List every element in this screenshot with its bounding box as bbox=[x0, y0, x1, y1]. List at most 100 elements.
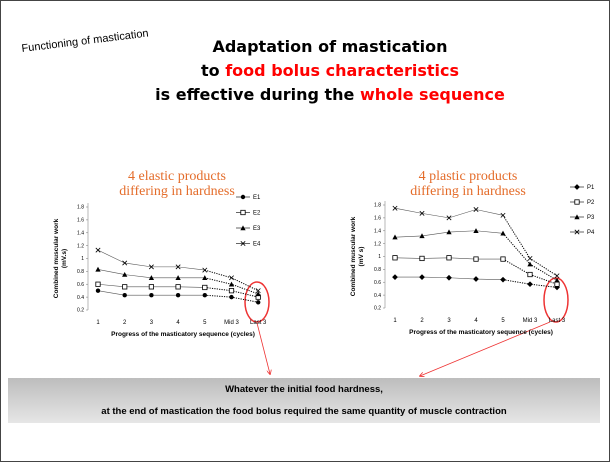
point bbox=[473, 256, 479, 262]
series bbox=[392, 274, 560, 291]
legend-marker bbox=[240, 225, 246, 231]
point bbox=[500, 230, 506, 236]
point bbox=[500, 276, 506, 283]
legend-label: P1 bbox=[587, 185, 595, 191]
x-tick-label: 2 bbox=[123, 320, 127, 326]
point bbox=[122, 284, 128, 290]
point bbox=[527, 271, 533, 278]
point bbox=[122, 271, 128, 277]
x-tick-label: 2 bbox=[420, 318, 424, 324]
series bbox=[392, 205, 560, 279]
y-tick-label: 1.6 bbox=[374, 216, 381, 222]
point bbox=[473, 276, 479, 282]
legend-label: E3 bbox=[253, 226, 261, 232]
point bbox=[229, 294, 234, 300]
point bbox=[202, 267, 208, 273]
point bbox=[446, 255, 452, 261]
x-tick-label: Mid 3 bbox=[224, 320, 239, 326]
y-axis-label: Combined muscular work bbox=[53, 218, 60, 298]
series bbox=[95, 247, 261, 294]
y-axis-label: Combined muscular work bbox=[350, 216, 357, 296]
y-tick-label: 0.2 bbox=[374, 306, 381, 312]
point bbox=[473, 228, 479, 233]
y-tick-label: 0.8 bbox=[77, 269, 84, 275]
point bbox=[175, 284, 181, 290]
legend-label: P4 bbox=[587, 230, 595, 236]
point bbox=[228, 288, 235, 294]
annotation: differing in hardness bbox=[410, 184, 526, 199]
legend-marker bbox=[240, 194, 246, 200]
legend-label: P3 bbox=[587, 215, 595, 221]
x-tick-label: Last 3 bbox=[250, 320, 267, 326]
legend-marker bbox=[574, 199, 580, 205]
legend-marker bbox=[574, 214, 580, 220]
point bbox=[202, 284, 208, 291]
point bbox=[148, 284, 154, 290]
point bbox=[446, 215, 452, 221]
point bbox=[175, 264, 181, 270]
conclusion-line: at the end of mastication the food bolus… bbox=[101, 406, 507, 417]
conclusion-box bbox=[8, 378, 600, 423]
y-tick-label: 0.6 bbox=[77, 282, 84, 288]
legend-marker bbox=[574, 184, 580, 190]
y-tick-label: 1.8 bbox=[77, 205, 84, 211]
y-tick-label: 0.4 bbox=[374, 293, 381, 299]
point bbox=[175, 292, 181, 298]
annotation: differing in hardness bbox=[119, 184, 235, 199]
point bbox=[473, 207, 479, 212]
highlight-ellipse bbox=[543, 277, 569, 323]
legend-marker bbox=[574, 229, 580, 235]
series bbox=[95, 266, 261, 297]
series-line bbox=[502, 258, 558, 285]
x-tick-label: 4 bbox=[176, 320, 180, 326]
point bbox=[554, 281, 560, 287]
legend-label: E2 bbox=[253, 211, 261, 217]
title-line: is effective during the whole sequence bbox=[155, 85, 505, 104]
point bbox=[419, 274, 425, 280]
highlight-ellipse bbox=[244, 281, 270, 323]
y-tick-label: 0.4 bbox=[77, 295, 84, 301]
y-tick-label: 1.8 bbox=[374, 203, 381, 209]
point bbox=[256, 300, 261, 305]
x-axis-label: Progress of the masticatory sequence (cy… bbox=[409, 329, 553, 336]
point bbox=[500, 256, 506, 262]
point bbox=[392, 274, 398, 280]
point bbox=[446, 229, 452, 235]
point bbox=[500, 212, 506, 218]
point bbox=[148, 275, 155, 281]
y-axis-label: (mV s) bbox=[358, 247, 365, 267]
point bbox=[202, 275, 208, 281]
point bbox=[446, 274, 452, 281]
x-tick-label: 3 bbox=[447, 318, 451, 324]
y-tick-label: 0.8 bbox=[374, 267, 381, 273]
y-tick-label: 1.6 bbox=[77, 218, 84, 224]
legend-label: E4 bbox=[253, 242, 261, 248]
point bbox=[175, 275, 181, 281]
series bbox=[392, 228, 560, 283]
x-tick-label: 1 bbox=[96, 320, 100, 326]
point bbox=[392, 255, 398, 261]
point bbox=[419, 233, 425, 239]
point bbox=[228, 281, 235, 287]
point bbox=[148, 264, 154, 270]
x-tick-label: 5 bbox=[203, 320, 207, 326]
point bbox=[95, 281, 101, 287]
point bbox=[392, 205, 398, 211]
point bbox=[95, 288, 101, 293]
y-axis-label: (mV.s) bbox=[61, 249, 68, 268]
arrow bbox=[256, 322, 270, 374]
y-tick-label: 1.2 bbox=[77, 243, 84, 249]
x-tick-label: 3 bbox=[150, 320, 154, 326]
annotation: 4 elastic products bbox=[128, 169, 226, 184]
y-tick-label: 1.2 bbox=[374, 241, 381, 247]
point bbox=[202, 292, 207, 298]
title-line: to food bolus characteristics bbox=[201, 61, 459, 80]
point bbox=[419, 255, 425, 262]
point bbox=[392, 234, 398, 240]
legend-label: P2 bbox=[587, 200, 595, 206]
x-tick-label: Last 3 bbox=[549, 318, 566, 324]
point bbox=[122, 292, 127, 298]
series bbox=[95, 281, 261, 300]
x-axis-label: Progress of the masticatory sequence (cy… bbox=[111, 331, 255, 338]
